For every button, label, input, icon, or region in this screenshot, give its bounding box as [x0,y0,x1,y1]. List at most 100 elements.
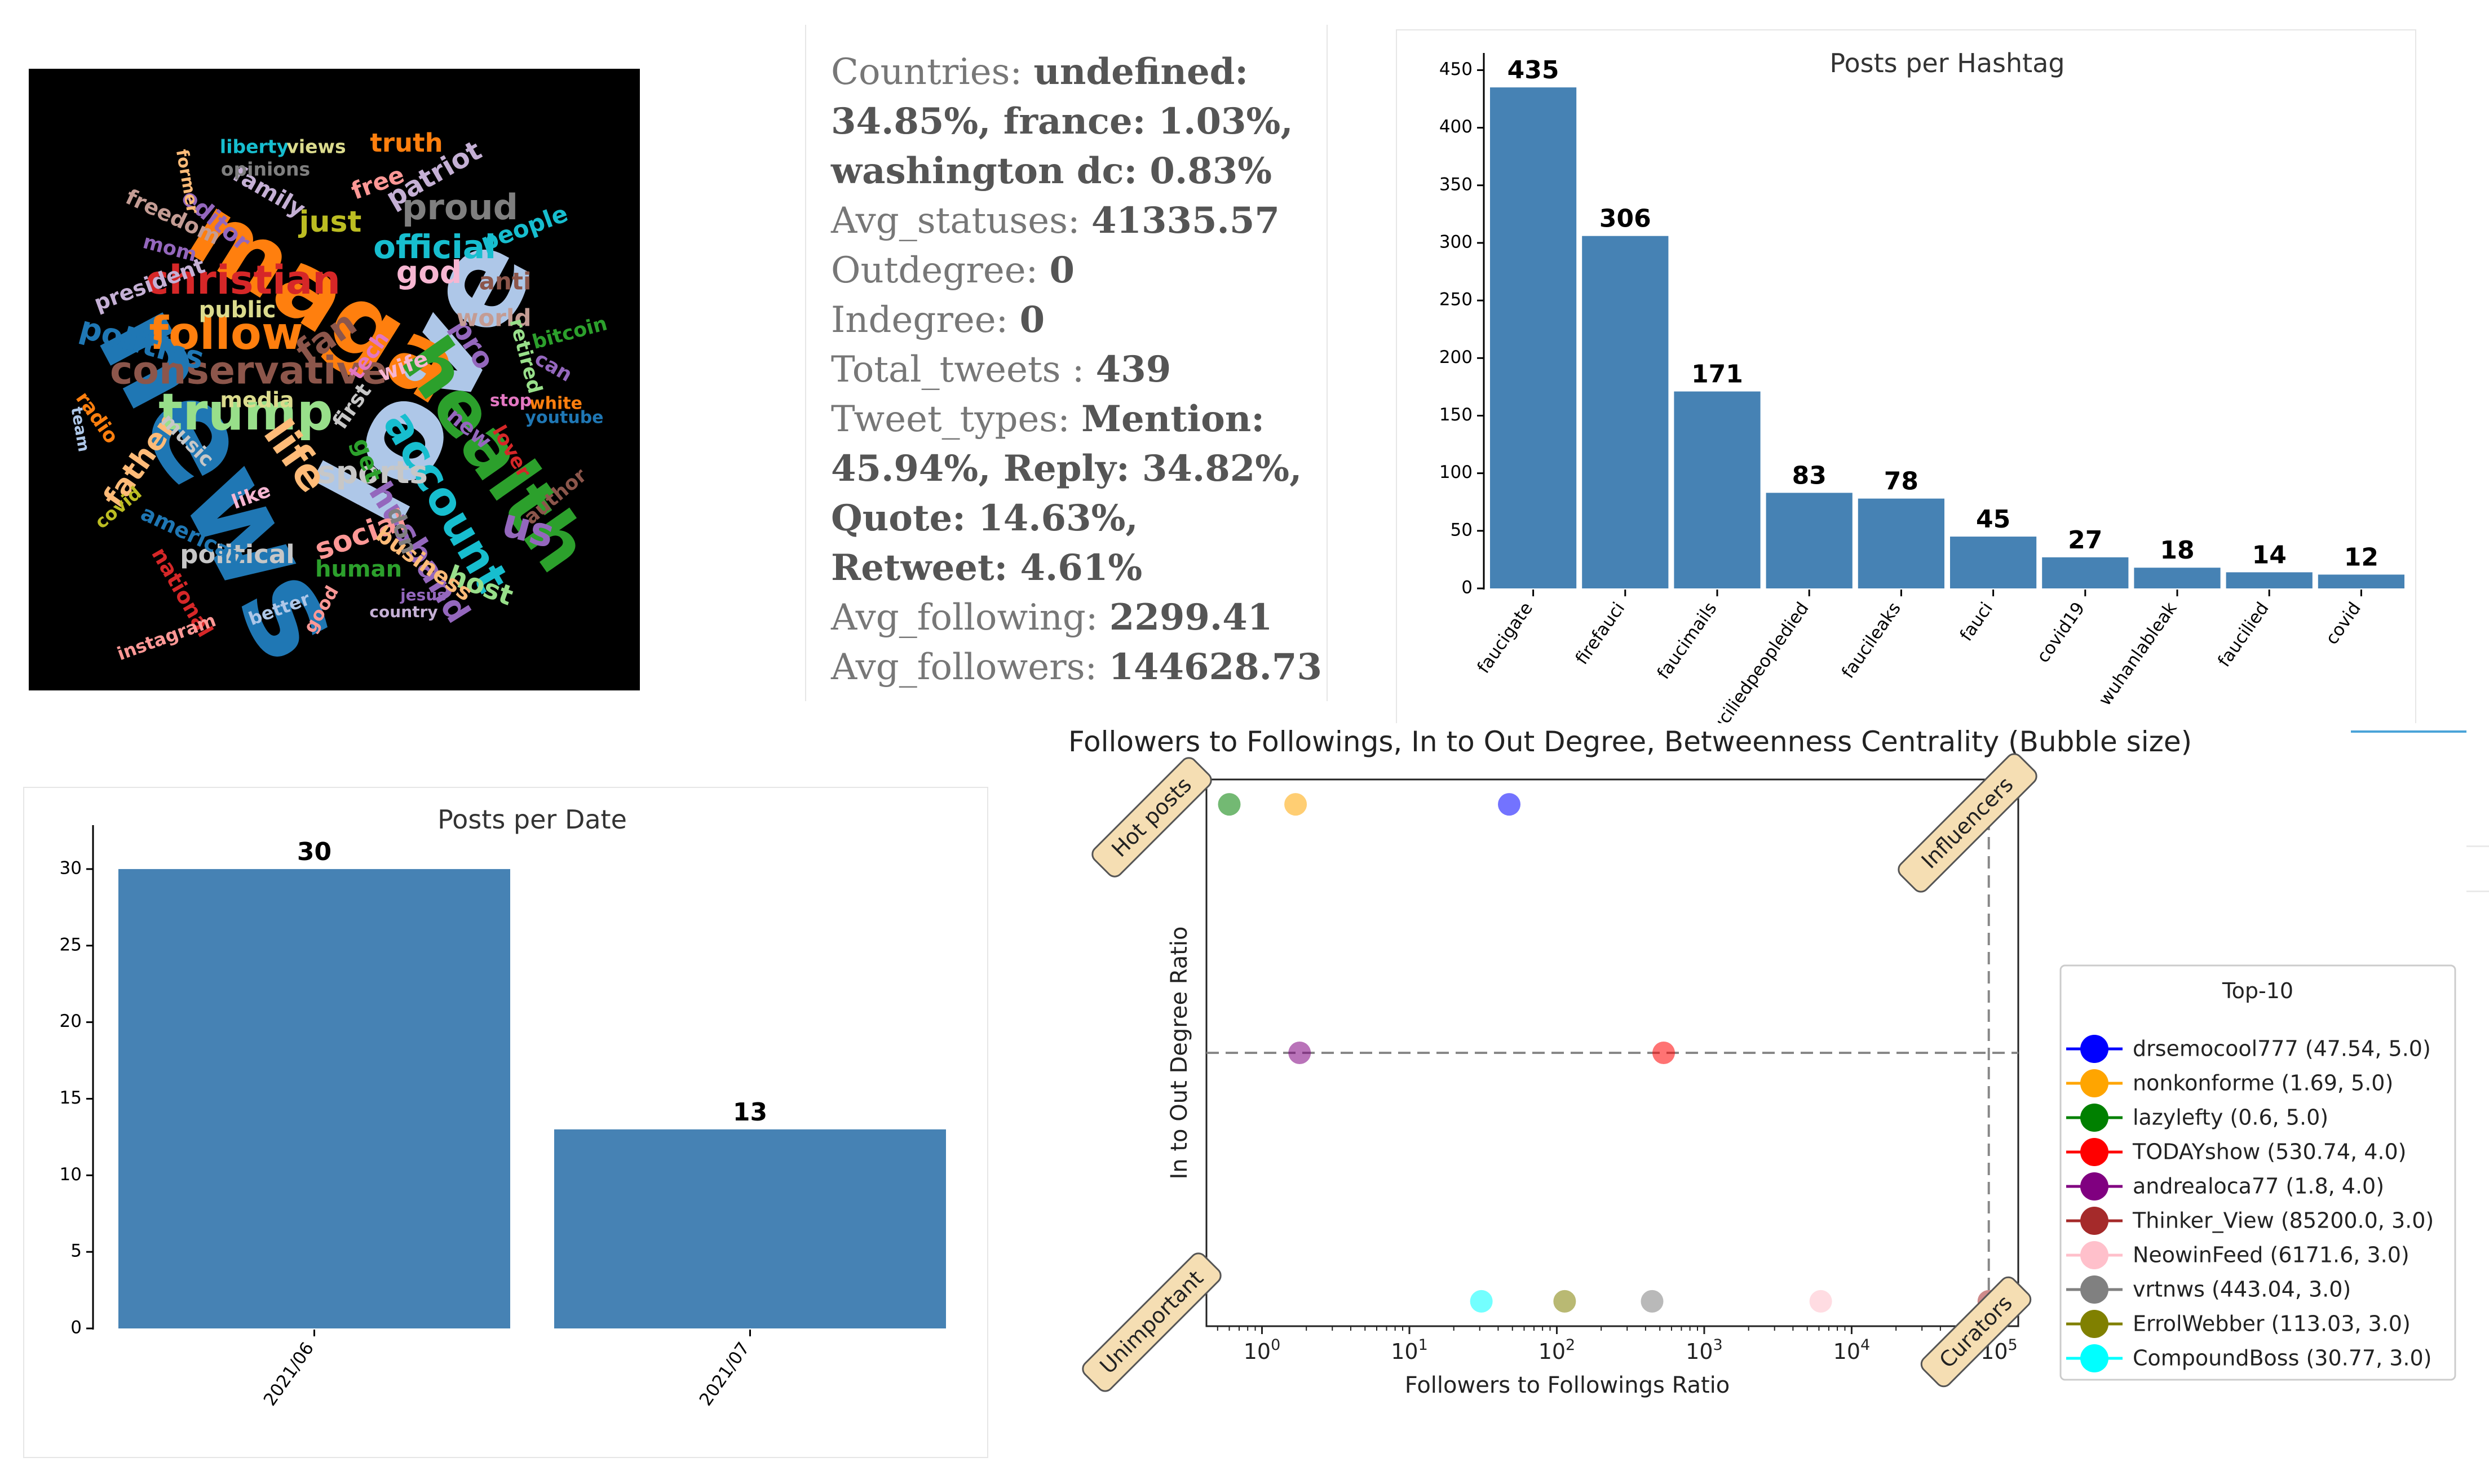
bubble-point [1652,1042,1675,1064]
countries-value: undefined: 34.85%, france: 1.03%, washin… [831,51,1293,192]
x-category-label: faucigate [1473,599,1537,677]
cropped-fragment [2466,891,2489,892]
bar [2042,557,2129,588]
countries-stat: Countries: undefined: 34.85%, france: 1.… [831,47,1327,196]
legend-entry-label: Thinker_View (85200.0, 3.0) [2132,1208,2434,1233]
x-tick-label: 104 [1833,1336,1871,1364]
y-tick-label: 20 [60,1011,82,1031]
outdegree-stat: Outdegree: 0 [831,246,1327,295]
wordcloud-word: conservative [110,349,387,393]
x-category-label: fauciliedpeopledied [1698,599,1812,729]
wordcloud-word: world [457,304,532,332]
wordcloud-word: just [298,205,362,239]
legend-marker [2080,1069,2108,1097]
bubble-point [1284,793,1307,816]
x-tick-label: 101 [1391,1336,1428,1364]
legend-entry-label: NeowinFeed (6171.6, 3.0) [2133,1243,2410,1268]
bar-value-label: 12 [2344,543,2379,572]
outdegree-label: Outdegree: [831,250,1050,291]
quadrant-label: Hot posts [1091,757,1212,878]
bar-value-label: 27 [2068,526,2102,555]
legend-entry-label: CompoundBoss (30.77, 3.0) [2133,1346,2431,1371]
chart-title: Posts per Hashtag [1829,48,2064,78]
legend-entry-label: ErrolWebber (113.03, 3.0) [2133,1312,2411,1336]
bubble-point [1641,1290,1664,1313]
legend-entry-label: TODAYshow (530.74, 4.0) [2132,1140,2406,1164]
y-tick-label: 10 [60,1164,82,1185]
wordcloud-word: official [373,228,496,266]
y-tick-label: 0 [70,1318,82,1338]
indegree-label: Indegree: [831,299,1020,341]
wordcloud-word: human [315,556,402,582]
quadrant-badge [1920,1276,2032,1388]
x-axis-label: Followers to Followings Ratio [1405,1372,1730,1398]
avg-following-value: 2299.41 [1109,596,1273,639]
x-tick-label: 103 [1686,1336,1723,1364]
legend-marker [2080,1035,2108,1063]
y-tick-label: 350 [1439,174,1473,194]
bubble-point [1470,1290,1493,1313]
wordcloud-word: truth [370,128,443,158]
y-tick-label: 25 [60,934,82,955]
indegree-value: 0 [1019,299,1045,341]
y-tick-label: 300 [1439,232,1473,252]
wordcloud-word: follow [149,307,303,360]
bar-value-label: 30 [297,838,331,866]
bar-value-label: 83 [1792,461,1827,490]
x-category-label: faucileaks [1838,599,1905,682]
wordcloud-word: sports [317,454,428,490]
tweet-types-value: Mention: 45.94%, Reply: 34.82%, Quote: 1… [831,398,1302,589]
legend-entry-label: vrtnws (443.04, 3.0) [2133,1277,2351,1302]
bubble-chart-panel: Followers to Followings, In to Out Degre… [1068,723,2483,1473]
legend-title: Top-10 [2222,978,2293,1003]
wordcloud-word: opinions [221,158,310,180]
avg-statuses-label: Avg_statuses: [831,200,1091,242]
bar [554,1129,946,1328]
stats-summary: Countries: undefined: 34.85%, france: 1.… [805,25,1328,701]
legend-entry-label: drsemocool777 (47.54, 5.0) [2133,1036,2431,1061]
legend-entry-label: nonkonforme (1.69, 5.0) [2133,1071,2393,1096]
bar-value-label: 306 [1599,205,1651,233]
bar [118,869,510,1328]
quadrant-label-text: Unimportant [1095,1265,1208,1379]
x-category-label: wuhanlableak [2095,599,2181,710]
hashtag-bar-chart: Posts per Hashtag 0 50 100 150 200 250 300 350 40… [1439,48,2404,750]
bar [1766,493,1853,588]
bubble-point [1553,1290,1576,1313]
total-tweets-value: 439 [1095,348,1171,391]
tweet-types-label: Tweet_types: [831,398,1082,440]
wordcloud-word: views [286,136,346,158]
quadrant-label: Curators [1920,1276,2032,1388]
quadrant-badge [1898,753,2037,893]
bubble-point [1288,1042,1311,1064]
quadrant-label: Unimportant [1082,1252,1222,1392]
legend-marker [2080,1275,2108,1304]
bar-value-label: 78 [1884,467,1918,496]
x-tick-label: 100 [1244,1336,1281,1364]
total-tweets-stat: Total_tweets : 439 [831,345,1327,395]
legend-marker [2080,1172,2108,1201]
x-category-label: 2021/07 [696,1339,754,1410]
total-tweets-label: Total_tweets : [831,349,1096,391]
avg-statuses-value: 41335.57 [1091,200,1280,242]
wordcloud-word: political [180,539,294,569]
avg-followers-value: 144628.73 [1108,646,1322,688]
y-tick-label: 50 [1451,520,1473,540]
wordcloud-word: christian [145,257,341,303]
date-chart-panel: Posts per Date 0 5 10 15 20 25 30 30 2021/06 13 202… [23,787,988,1458]
legend-marker [2080,1344,2108,1372]
date-bar-chart: Posts per Date 0 5 10 15 20 25 30 30 2021/06 13 202… [60,804,946,1410]
legend-box [2059,964,2456,1381]
y-tick-label: 250 [1439,290,1473,310]
wordcloud-word: anti [479,268,532,295]
avg-following-stat: Avg_following: 2299.41 [831,593,1327,643]
wordcloud-word: youtube [525,408,603,428]
x-category-label: fauci [1956,599,1997,645]
chart-title: Posts per Date [437,804,627,835]
y-tick-label: 15 [60,1088,82,1108]
x-category-label: covid [2322,599,2365,648]
cropped-fragment [2351,730,2466,733]
quadrant-label-text: Influencers [1917,772,2018,874]
x-category-label: faucimails [1654,599,1721,683]
bar [1674,391,1761,588]
